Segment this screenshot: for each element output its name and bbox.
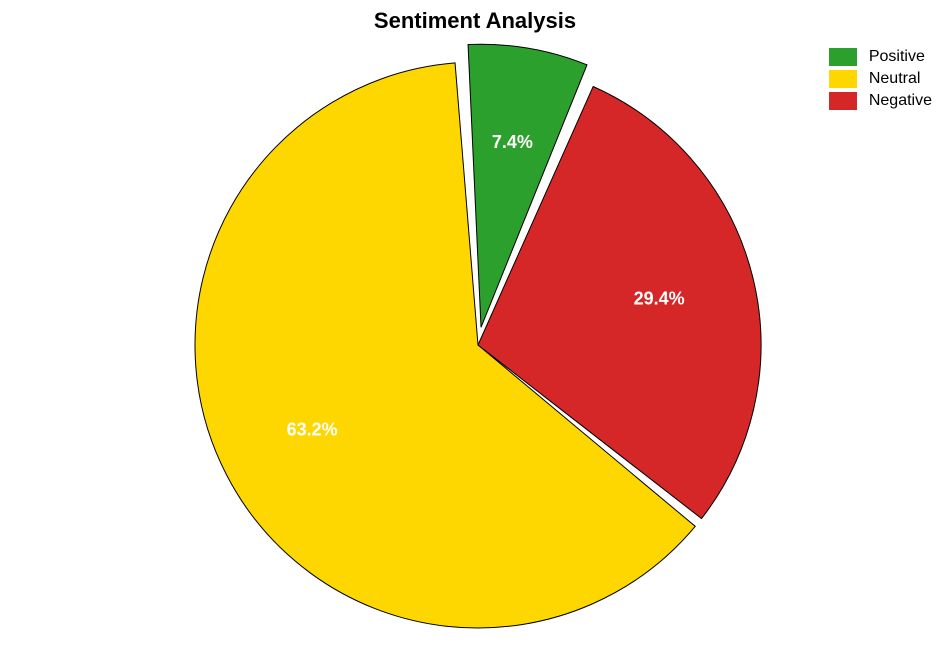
- pie-label-positive: 7.4%: [492, 132, 533, 152]
- legend-label-neutral: Neutral: [869, 70, 921, 88]
- legend-item-neutral: Neutral: [829, 70, 932, 88]
- legend-swatch-positive: [829, 48, 857, 66]
- legend-item-negative: Negative: [829, 92, 932, 110]
- legend-label-positive: Positive: [869, 48, 925, 66]
- legend-swatch-negative: [829, 92, 857, 110]
- pie-label-neutral: 63.2%: [287, 420, 338, 440]
- legend: Positive Neutral Negative: [829, 48, 932, 114]
- legend-label-negative: Negative: [869, 92, 932, 110]
- pie-label-negative: 29.4%: [634, 288, 685, 308]
- pie-chart: 7.4% 63.2% 29.4%: [0, 0, 950, 662]
- legend-item-positive: Positive: [829, 48, 932, 66]
- legend-swatch-neutral: [829, 70, 857, 88]
